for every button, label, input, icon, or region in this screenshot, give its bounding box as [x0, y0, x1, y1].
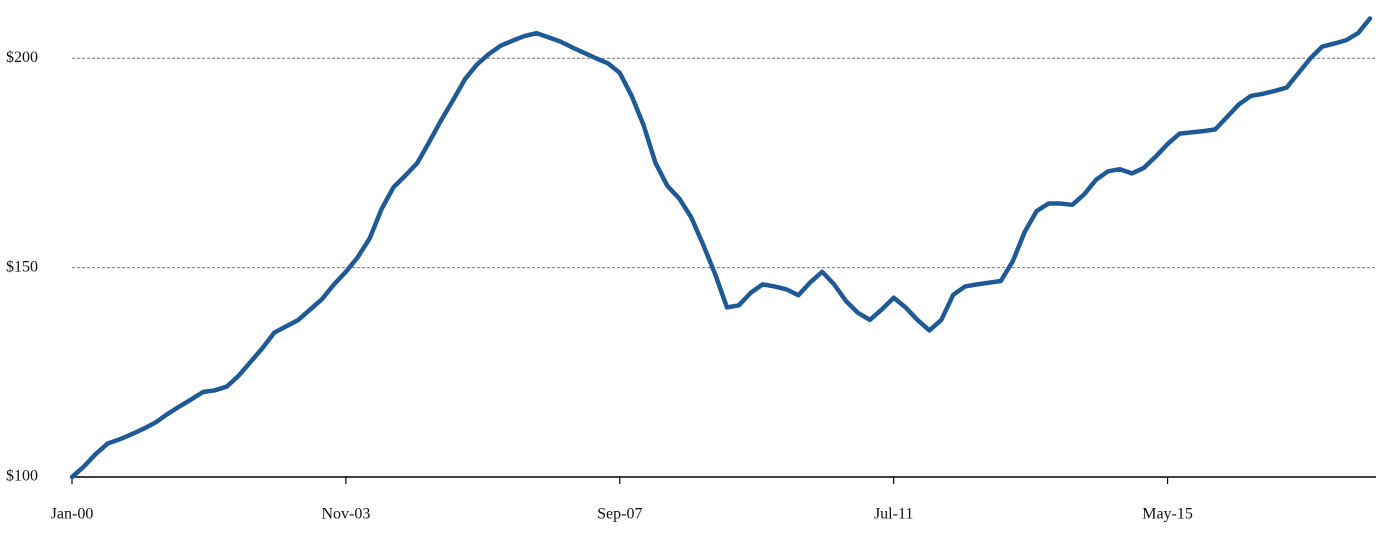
x-tick-label: May-15 [1142, 506, 1193, 523]
y-tick-label: $150 [6, 258, 38, 275]
y-tick-label: $100 [6, 468, 38, 485]
data-line [69, 16, 1373, 480]
y-tick-label: $200 [6, 49, 38, 66]
x-tick-label: Jan-00 [51, 506, 94, 523]
x-tick-label: Jul-11 [874, 506, 913, 523]
x-tick-label: Sep-07 [597, 506, 642, 523]
x-tick-label: Nov-03 [321, 506, 370, 523]
